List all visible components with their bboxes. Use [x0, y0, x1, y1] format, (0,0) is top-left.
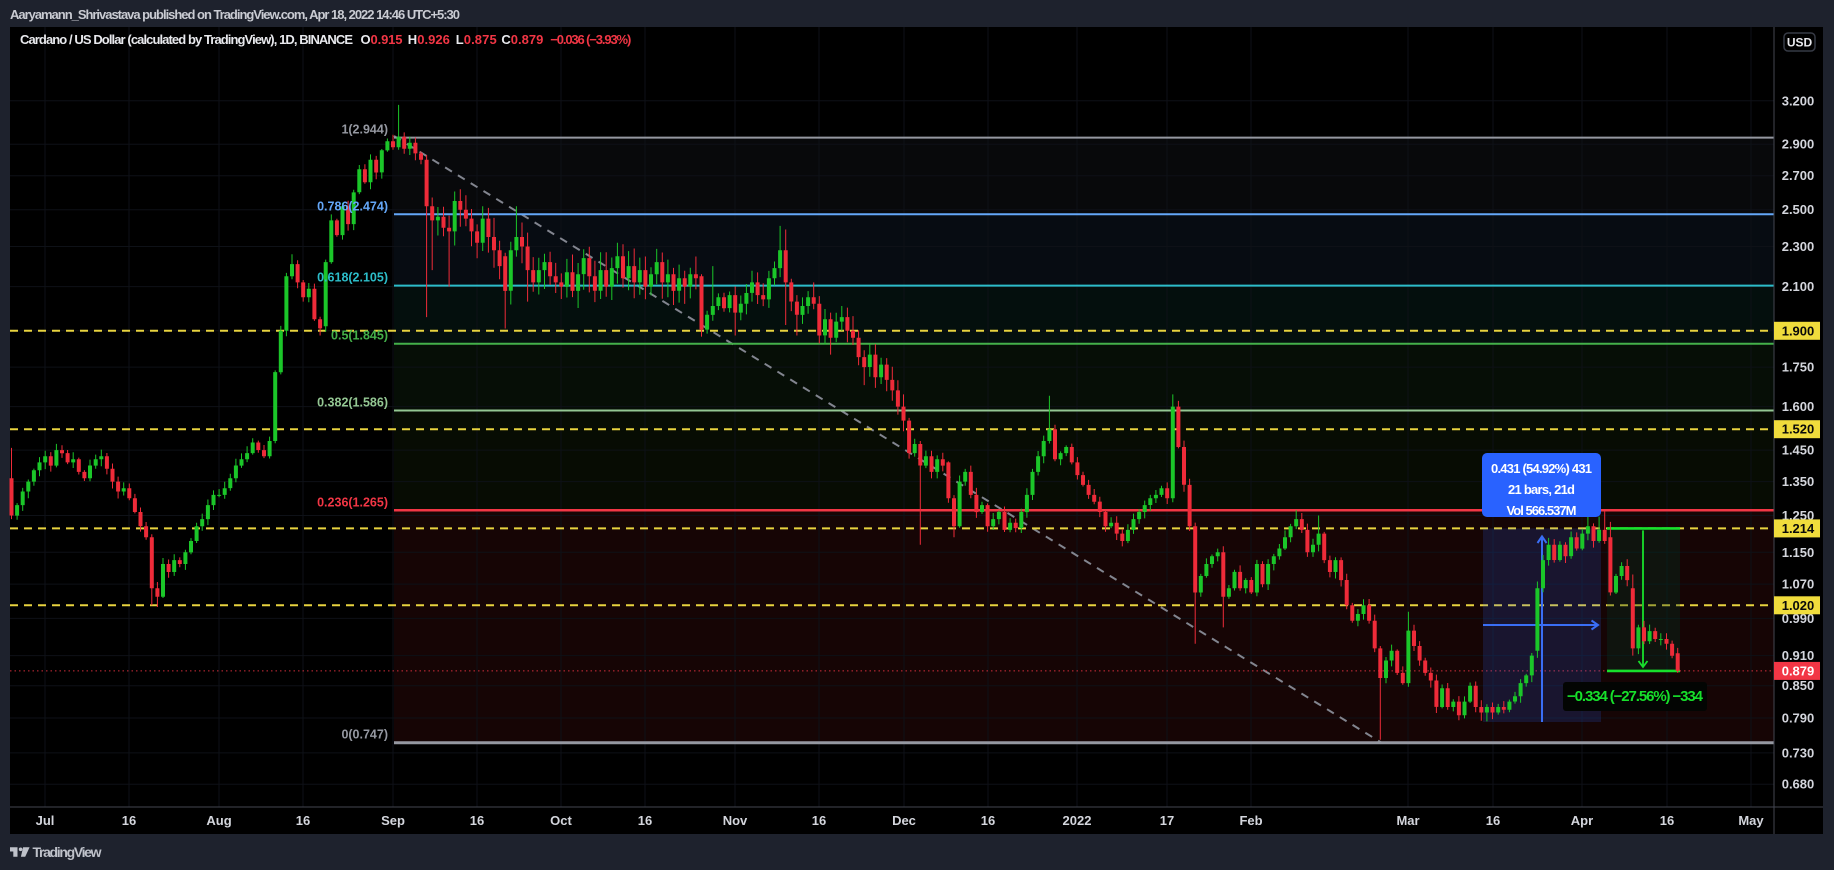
svg-text:16: 16 [981, 813, 995, 828]
svg-text:0.236(1.265): 0.236(1.265) [317, 495, 388, 509]
svg-text:1.900: 1.900 [1782, 323, 1815, 338]
svg-text:16: 16 [296, 813, 310, 828]
svg-text:Jul: Jul [36, 813, 55, 828]
svg-text:Vol 566.537M: Vol 566.537M [1507, 503, 1577, 518]
svg-text:0.990: 0.990 [1782, 611, 1815, 626]
svg-text:16: 16 [812, 813, 826, 828]
svg-text:1(2.944): 1(2.944) [341, 123, 388, 137]
svg-text:May: May [1738, 813, 1764, 828]
svg-text:0.680: 0.680 [1782, 777, 1815, 792]
svg-text:0.786(2.474): 0.786(2.474) [317, 199, 388, 213]
svg-text:Apr: Apr [1571, 813, 1593, 828]
svg-text:16: 16 [122, 813, 136, 828]
svg-text:0.5(1.845): 0.5(1.845) [331, 329, 388, 343]
svg-text:O0.915: O0.915 [361, 32, 403, 47]
svg-text:1.150: 1.150 [1782, 545, 1815, 560]
svg-text:Nov: Nov [723, 813, 748, 828]
svg-text:2.700: 2.700 [1782, 168, 1815, 183]
svg-text:1.450: 1.450 [1782, 443, 1815, 458]
svg-text:−0.334 (−27.56%) −334: −0.334 (−27.56%) −334 [1567, 688, 1704, 705]
svg-text:1.350: 1.350 [1782, 474, 1815, 489]
svg-text:Dec: Dec [892, 813, 916, 828]
svg-text:2.500: 2.500 [1782, 202, 1815, 217]
svg-text:0.879: 0.879 [1782, 663, 1815, 678]
svg-text:1.520: 1.520 [1782, 422, 1815, 437]
svg-text:2022: 2022 [1063, 813, 1092, 828]
svg-text:17: 17 [1160, 813, 1174, 828]
svg-text:1.020: 1.020 [1782, 598, 1815, 613]
svg-text:C0.879: C0.879 [501, 32, 543, 47]
svg-text:2.300: 2.300 [1782, 239, 1815, 254]
svg-text:Oct: Oct [550, 813, 572, 828]
svg-text:Sep: Sep [381, 813, 405, 828]
svg-text:21 bars, 21d: 21 bars, 21d [1508, 482, 1575, 497]
svg-text:0.431 (54.92%) 431: 0.431 (54.92%) 431 [1491, 461, 1592, 476]
svg-text:1.750: 1.750 [1782, 360, 1815, 375]
svg-text:H0.926: H0.926 [408, 32, 450, 47]
svg-text:16: 16 [470, 813, 484, 828]
svg-text:2.900: 2.900 [1782, 137, 1815, 152]
svg-text:Feb: Feb [1239, 813, 1262, 828]
svg-text:2.100: 2.100 [1782, 279, 1815, 294]
svg-text:USD: USD [1787, 36, 1813, 50]
svg-text:1.214: 1.214 [1782, 521, 1815, 536]
svg-text:1.250: 1.250 [1782, 508, 1815, 523]
svg-text:Aaryamann_Shrivastava publishe: Aaryamann_Shrivastava published on Tradi… [10, 7, 460, 22]
svg-text:16: 16 [1486, 813, 1500, 828]
svg-text:0.910: 0.910 [1782, 648, 1815, 663]
svg-text:−0.036 (−3.93%): −0.036 (−3.93%) [550, 32, 631, 47]
svg-text:0.790: 0.790 [1782, 711, 1815, 726]
svg-text:3.200: 3.200 [1782, 93, 1815, 108]
svg-text:Mar: Mar [1396, 813, 1419, 828]
svg-text:TradingView: TradingView [33, 844, 102, 860]
svg-text:0.730: 0.730 [1782, 745, 1815, 760]
svg-text:0.382(1.586): 0.382(1.586) [317, 396, 388, 410]
svg-text:0(0.747): 0(0.747) [341, 728, 388, 742]
svg-text:16: 16 [638, 813, 652, 828]
svg-text:0.850: 0.850 [1782, 678, 1815, 693]
svg-text:Cardano / US Dollar (calculate: Cardano / US Dollar (calculated by Tradi… [20, 32, 353, 47]
svg-text:0.618(2.105): 0.618(2.105) [317, 271, 388, 285]
svg-text:1.600: 1.600 [1782, 399, 1815, 414]
svg-text:1.070: 1.070 [1782, 577, 1815, 592]
svg-text:L0.875: L0.875 [456, 32, 497, 47]
svg-text:Aug: Aug [206, 813, 231, 828]
svg-text:16: 16 [1660, 813, 1674, 828]
